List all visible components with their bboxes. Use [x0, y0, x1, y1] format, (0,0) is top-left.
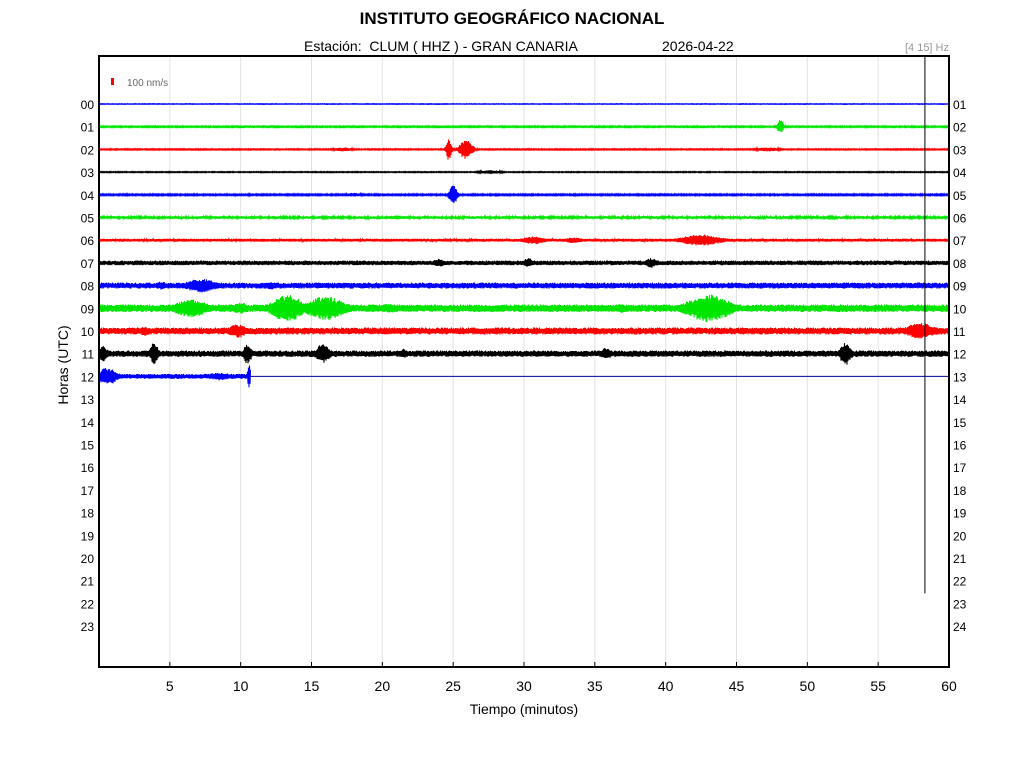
- right-hour-label: 15: [953, 416, 967, 430]
- right-hour-label: 04: [953, 166, 967, 180]
- left-hour-label: 14: [81, 416, 95, 430]
- scale-label: 100 nm/s: [127, 78, 168, 89]
- date-label: 2026-04-22: [662, 38, 734, 54]
- right-hour-label: 07: [953, 234, 967, 248]
- right-hour-label: 13: [953, 370, 967, 384]
- x-tick-label: 60: [941, 678, 957, 694]
- right-hour-label: 14: [953, 393, 967, 407]
- left-hour-label: 15: [81, 439, 95, 453]
- x-tick-label: 45: [729, 678, 745, 694]
- left-hour-label: 13: [81, 393, 95, 407]
- left-hour-label: 00: [81, 98, 95, 112]
- right-hour-label: 17: [953, 461, 967, 475]
- trace-hour-03: [98, 168, 950, 175]
- left-hour-label: 10: [81, 325, 95, 339]
- right-hour-label: 20: [953, 529, 967, 543]
- grid-lines: [169, 56, 879, 667]
- x-tick-label: 25: [445, 678, 461, 694]
- left-hour-label: 03: [81, 166, 95, 180]
- right-hour-label: 21: [953, 552, 967, 566]
- right-hour-label: 12: [953, 348, 967, 362]
- x-tick-label: 40: [658, 678, 674, 694]
- trace-hour-07: [98, 258, 950, 268]
- left-hour-label: 08: [81, 280, 95, 294]
- trace-hour-02: [98, 139, 950, 160]
- left-hour-label: 09: [81, 302, 95, 316]
- trace-hour-10: [98, 323, 950, 339]
- trace-group: [98, 102, 950, 388]
- x-tick-label: 15: [304, 678, 320, 694]
- x-tick-label: 35: [587, 678, 603, 694]
- x-tick-label: 50: [800, 678, 816, 694]
- left-hour-label: 17: [81, 484, 95, 498]
- x-tick-label: 55: [870, 678, 886, 694]
- right-hour-label: 02: [953, 121, 967, 135]
- left-hour-label: 06: [81, 234, 95, 248]
- station-label: Estación: CLUM ( HHZ ) - GRAN CANARIA: [304, 38, 578, 54]
- x-tick-label: 20: [375, 678, 391, 694]
- trace-hour-11: [98, 343, 950, 365]
- left-hour-label: 02: [81, 143, 95, 157]
- trace-hour-12: [98, 365, 252, 388]
- right-hour-label: 03: [953, 143, 967, 157]
- right-hour-label: 11: [953, 325, 966, 339]
- trace-hour-04: [98, 185, 950, 204]
- x-tick-label: 30: [516, 678, 532, 694]
- left-hour-label: 04: [81, 189, 95, 203]
- amplitude-scale: 100 nm/s: [111, 78, 168, 89]
- left-hour-label: 19: [81, 529, 95, 543]
- right-hour-label: 05: [953, 189, 967, 203]
- trace-hour-06: [98, 234, 950, 246]
- x-tick-labels: 5 10 15 20 25 30 35 40 45 50 55 60: [166, 662, 957, 694]
- left-hour-label: 18: [81, 507, 95, 521]
- right-hour-label: 10: [953, 302, 967, 316]
- trace-hour-09: [98, 294, 950, 323]
- right-hour-labels: 01 02 03 04 05 06 07 08 09 10 11 12 13 14 15 16 17 18 19 20…: [953, 98, 967, 634]
- left-hour-label: 07: [81, 257, 95, 271]
- trace-hour-08: [98, 279, 950, 293]
- right-hour-label: 24: [953, 620, 967, 634]
- trace-hour-01: [98, 120, 950, 133]
- left-hour-label: 11: [82, 348, 95, 362]
- right-hour-label: 06: [953, 212, 967, 226]
- trace-hour-00: [98, 102, 950, 106]
- right-hour-label: 08: [953, 257, 967, 271]
- right-hour-label: 22: [953, 575, 967, 589]
- right-hour-label: 23: [953, 597, 967, 611]
- left-hour-label: 16: [81, 461, 95, 475]
- left-hour-label: 01: [81, 121, 95, 135]
- right-hour-label: 09: [953, 280, 967, 294]
- page-title: INSTITUTO GEOGRÁFICO NACIONAL: [359, 9, 665, 28]
- x-tick-label: 10: [233, 678, 249, 694]
- x-tick-label: 5: [166, 678, 174, 694]
- trace-hour-05: [98, 214, 950, 221]
- left-hour-label: 23: [81, 620, 95, 634]
- right-hour-label: 18: [953, 484, 967, 498]
- y-axis-label: Horas (UTC): [55, 325, 71, 404]
- left-hour-label: 12: [81, 370, 95, 384]
- right-hour-label: 19: [953, 507, 967, 521]
- left-hour-labels: 00 01 02 03 04 05 06 07 08 09 10 11 12 13 14 15 16 17 18 19…: [81, 98, 95, 634]
- right-hour-label: 01: [953, 98, 967, 112]
- left-hour-label: 21: [81, 575, 95, 589]
- x-axis-label: Tiempo (minutos): [470, 701, 578, 717]
- left-hour-label: 05: [81, 212, 95, 226]
- scale-bar: [111, 78, 114, 85]
- left-hour-label: 22: [81, 597, 95, 611]
- filter-band-label: [4 15] Hz: [904, 42, 949, 54]
- left-hour-label: 20: [81, 552, 95, 566]
- right-hour-label: 16: [953, 439, 967, 453]
